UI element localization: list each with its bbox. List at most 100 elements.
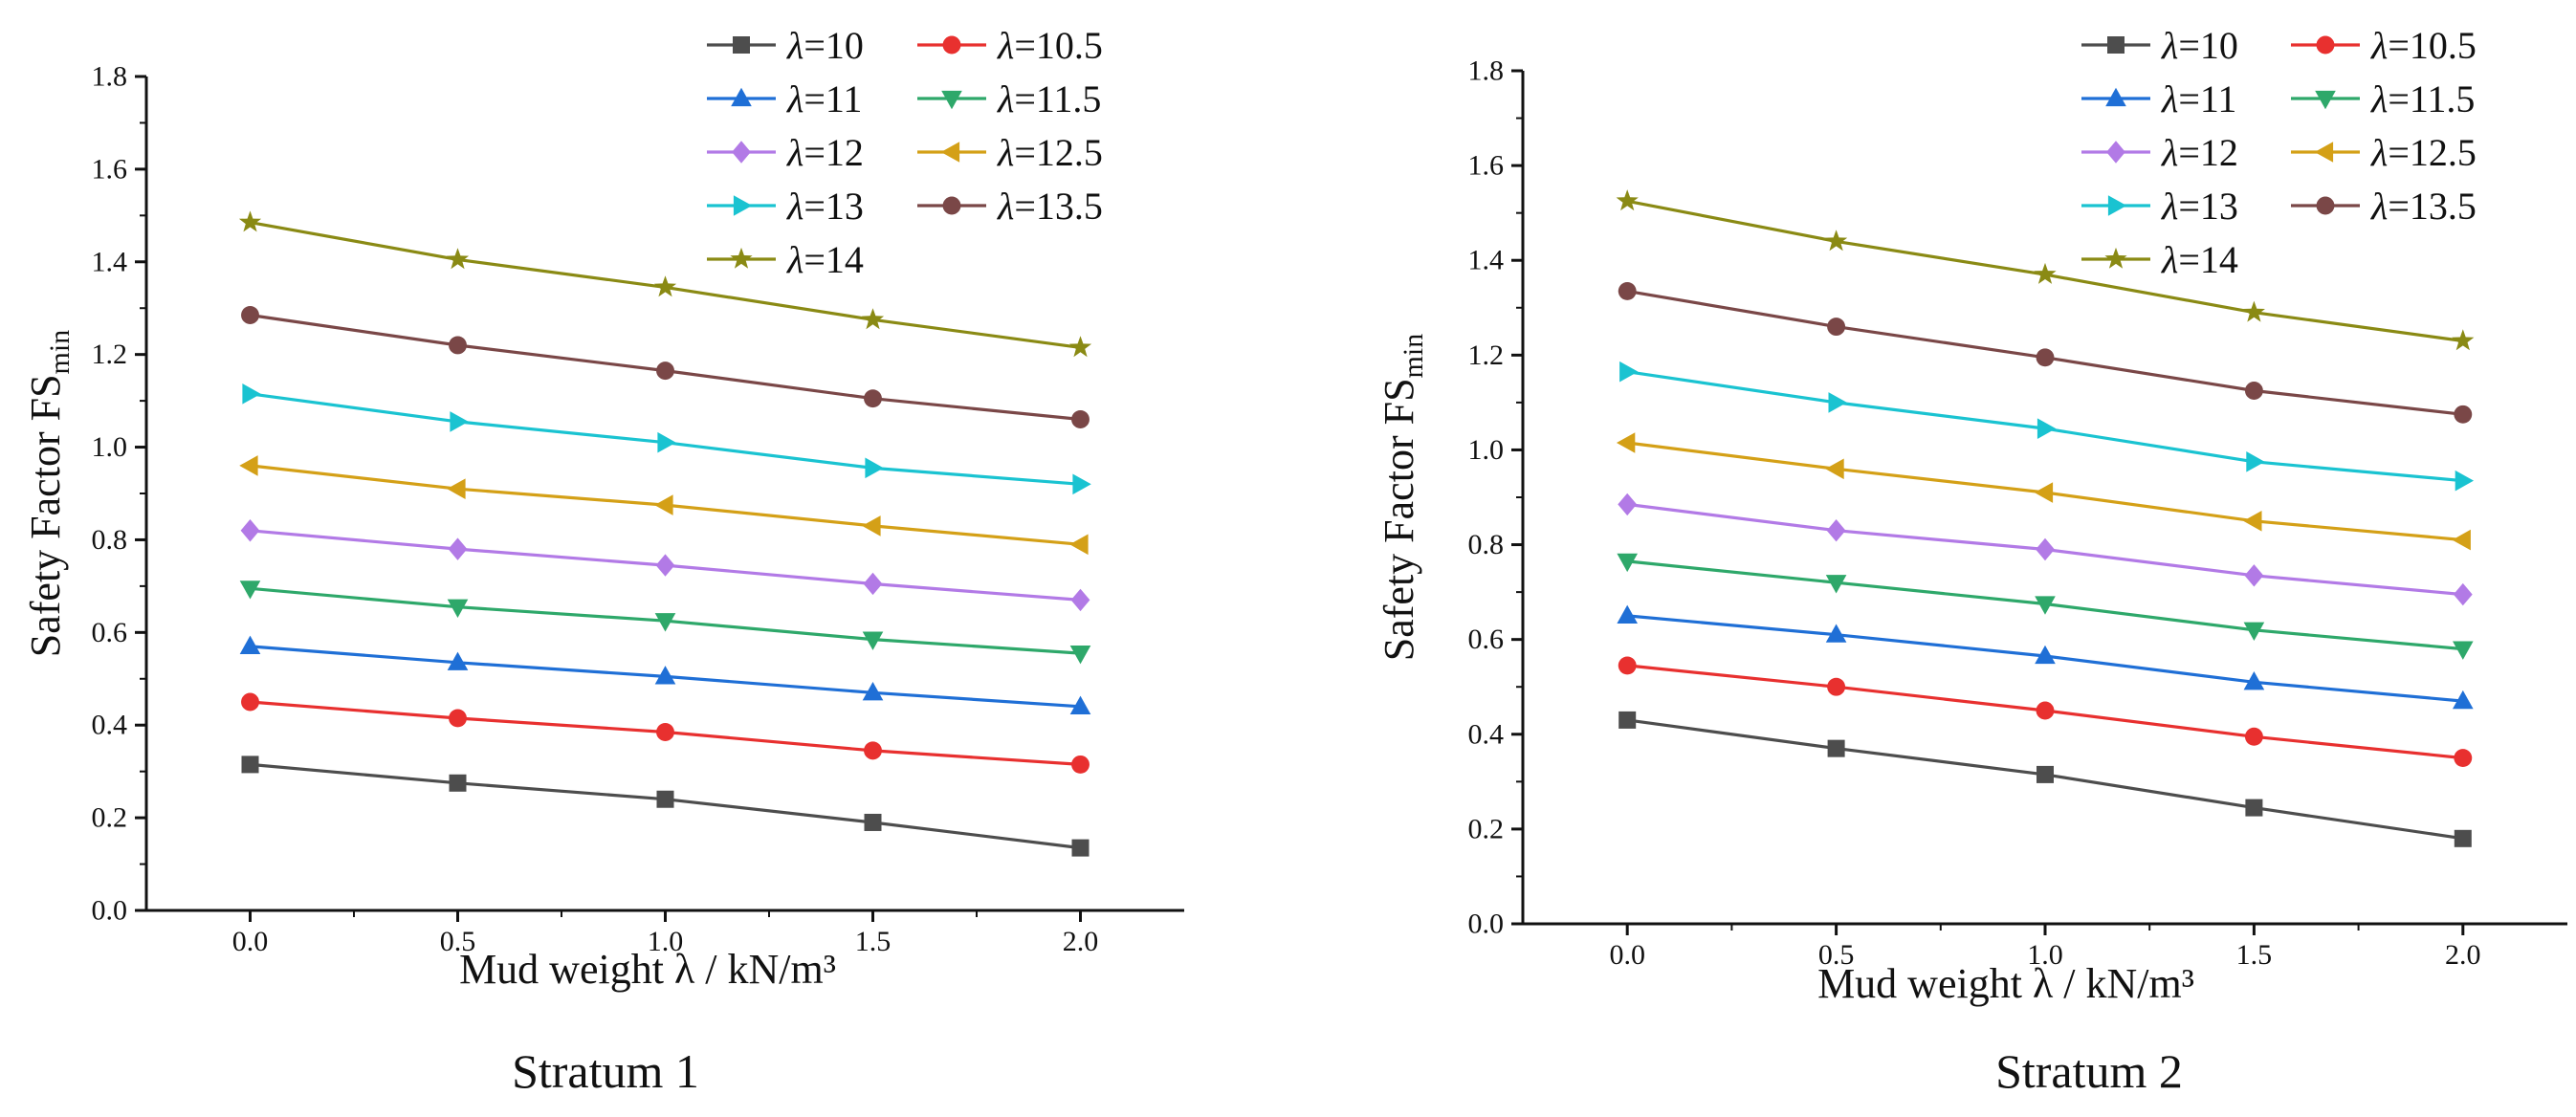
data-point (2246, 451, 2265, 472)
data-point (241, 756, 259, 774)
data-point (864, 813, 882, 831)
legend-marker (2106, 141, 2125, 164)
legend-item: λ=12.5 (917, 131, 1103, 174)
data-point (448, 537, 468, 560)
series-7 (242, 383, 1091, 495)
series-8 (241, 306, 1090, 428)
data-point (656, 790, 674, 808)
data-point (2243, 671, 2265, 690)
legend-label-1: λ=10 (786, 24, 864, 67)
x-tick-label: 1.0 (2027, 939, 2063, 971)
data-point (861, 308, 885, 330)
data-point (865, 457, 884, 479)
legend-item: λ=11 (2081, 77, 2236, 120)
legend-marker (2315, 90, 2336, 110)
data-point (241, 692, 259, 712)
data-point (447, 651, 469, 670)
legend-marker (2316, 196, 2335, 215)
data-point (242, 383, 261, 405)
legend-label-8: λ=13.5 (2370, 185, 2477, 228)
data-point (1069, 534, 1089, 556)
y-tick-label: 1.0 (92, 431, 128, 463)
legend-marker (2107, 36, 2125, 54)
y-tick-label: 1.4 (92, 246, 128, 277)
legend-label-5: λ=12 (786, 131, 864, 174)
data-point (1068, 336, 1092, 358)
data-point (1618, 656, 1637, 675)
data-point (2454, 749, 2473, 768)
data-point (654, 494, 673, 515)
data-point (2453, 690, 2474, 710)
data-point (1826, 518, 1846, 542)
legend-item: λ=10 (707, 24, 864, 67)
legend-marker (2105, 87, 2126, 107)
series-6 (1616, 432, 2471, 551)
data-point (1069, 646, 1091, 665)
panel-caption: Stratum 2 (1995, 1044, 2183, 1098)
panel-caption: Stratum 1 (512, 1044, 699, 1098)
legend-item: λ=11.5 (917, 77, 1101, 120)
legend-marker (2107, 195, 2127, 216)
x-tick-label: 0.5 (440, 926, 476, 957)
data-point (446, 248, 470, 270)
legend-item: λ=13.5 (2291, 185, 2477, 228)
y-tick-label: 0.4 (92, 710, 128, 741)
legend-item: λ=14 (2081, 238, 2238, 281)
y-tick-label: 0.8 (1468, 529, 1505, 560)
legend-label-7: λ=13 (2161, 185, 2238, 228)
data-point (1071, 410, 1090, 428)
data-point (2034, 482, 2054, 503)
data-point (2036, 537, 2055, 561)
data-point (241, 306, 259, 324)
data-point (654, 613, 676, 632)
data-point (862, 631, 884, 650)
data-point (2244, 382, 2263, 400)
x-tick-label: 1.5 (855, 926, 892, 957)
legend-item: λ=13.5 (917, 185, 1103, 228)
series-7 (1619, 361, 2475, 492)
series-5 (240, 519, 1090, 612)
y-tick-label: 1.6 (92, 153, 128, 185)
data-point (653, 275, 677, 297)
data-point (1617, 604, 1638, 624)
data-point (1616, 432, 1636, 453)
y-tick-label: 0.8 (92, 524, 128, 556)
y-tick-label: 1.6 (1468, 150, 1505, 182)
y-axis-title-subscript: min (1398, 334, 1429, 379)
legend-marker (731, 87, 752, 107)
x-axis-title: Mud weight λ / kN/m³ (459, 946, 836, 993)
data-point (2035, 596, 2056, 615)
legend-item: λ=13 (707, 185, 864, 228)
legend-label-9: λ=14 (2161, 238, 2238, 281)
legend-item: λ=12.5 (2291, 131, 2477, 174)
data-point (1618, 493, 1638, 516)
data-point (2245, 799, 2263, 817)
y-tick-label: 1.2 (1468, 339, 1505, 371)
data-point (1070, 588, 1090, 612)
data-point (1618, 281, 1637, 300)
legend-label-6: λ=12.5 (2370, 131, 2477, 174)
data-point (863, 572, 883, 596)
x-tick-label: 0.0 (1609, 939, 1645, 971)
data-point (656, 361, 674, 381)
series-9 (238, 210, 1092, 358)
x-tick-label: 0.5 (1818, 939, 1855, 971)
data-point (1828, 392, 1847, 413)
data-point (2243, 622, 2265, 642)
data-point (1827, 739, 1845, 757)
legend-marker (942, 196, 961, 215)
series-4 (239, 580, 1091, 665)
data-point (2037, 765, 2054, 783)
legend-label-6: λ=12.5 (997, 131, 1103, 174)
data-point (2244, 727, 2263, 746)
data-point (2453, 641, 2474, 660)
data-point (239, 635, 261, 654)
data-point (2454, 829, 2472, 847)
legend-marker (2314, 142, 2334, 163)
series-3 (1617, 604, 2474, 710)
data-point (449, 774, 467, 792)
data-point (654, 666, 676, 685)
series-4 (1617, 553, 2474, 660)
series-1 (241, 756, 1090, 857)
series-3 (239, 635, 1091, 714)
